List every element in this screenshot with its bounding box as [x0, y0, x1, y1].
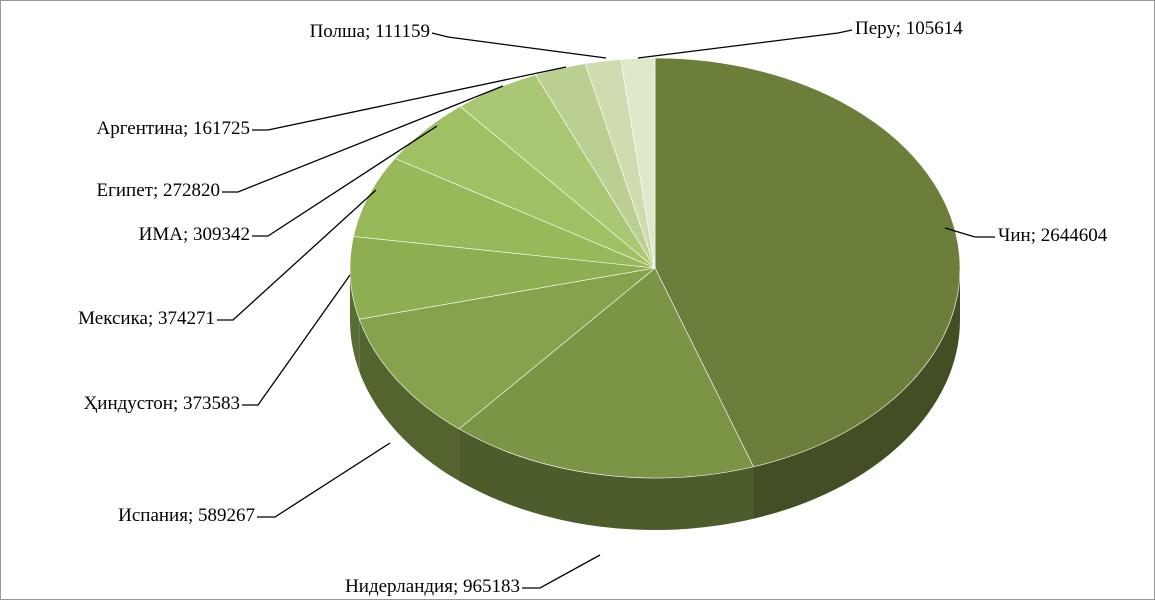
label-category: Аргентина — [97, 118, 184, 139]
data-label: Аргентина; 161725 — [97, 118, 250, 139]
label-value: 589267 — [198, 505, 255, 526]
data-label: Чин; 2644604 — [998, 225, 1108, 246]
label-category: Испания — [118, 505, 188, 526]
label-separator: ; — [153, 180, 163, 201]
label-separator: ; — [188, 505, 198, 526]
label-separator: ; — [183, 224, 193, 245]
data-label: Перу; 105614 — [855, 18, 963, 39]
label-value: 111159 — [375, 21, 430, 42]
pie-side — [359, 319, 460, 481]
pie-slice — [349, 236, 656, 320]
label-separator: ; — [148, 308, 158, 329]
leader-line — [242, 274, 351, 406]
label-value: 374271 — [158, 308, 215, 329]
pie-slice — [458, 267, 754, 479]
label-value: 105614 — [906, 18, 964, 39]
leader-line — [257, 442, 391, 518]
label-category: ИМА — [139, 224, 184, 245]
pie-slice — [620, 57, 656, 269]
data-label: ИМА; 309342 — [139, 224, 250, 245]
leader-line — [637, 29, 853, 59]
data-label: Мексика; 374271 — [78, 308, 215, 329]
leader-line — [217, 189, 377, 321]
label-separator: ; — [365, 21, 375, 42]
data-label: Египет; 272820 — [96, 180, 220, 201]
label-category: Чин — [998, 225, 1031, 246]
data-label: Ҳиндустон; 373583 — [84, 393, 240, 414]
pie-slice — [654, 57, 961, 468]
data-label: Испания; 589267 — [118, 505, 255, 526]
label-value: 309342 — [193, 224, 250, 245]
label-category: Ҳиндустон — [84, 393, 173, 414]
label-category: Перу — [855, 18, 896, 39]
pie-slice — [358, 267, 657, 430]
leader-line — [222, 85, 504, 193]
label-category: Мексика — [78, 308, 148, 329]
label-value: 161725 — [193, 118, 250, 139]
pie-side — [753, 268, 960, 519]
label-category: Египет — [96, 180, 153, 201]
leader-line — [252, 66, 567, 131]
label-category: Нидерландия — [345, 576, 453, 597]
label-separator: ; — [183, 118, 193, 139]
leader-line — [944, 227, 995, 238]
label-value: 272820 — [163, 180, 220, 201]
label-separator: ; — [1031, 225, 1041, 246]
leader-line — [252, 125, 438, 237]
data-label: Нидерландия; 965183 — [345, 576, 520, 597]
label-separator: ; — [173, 393, 183, 414]
leader-line — [522, 554, 601, 589]
label-category: Полша — [310, 21, 366, 42]
pie-side — [459, 428, 754, 530]
label-separator: ; — [453, 576, 463, 597]
label-value: 373583 — [183, 393, 240, 414]
label-value: 965183 — [463, 576, 520, 597]
leader-line — [431, 32, 607, 59]
label-separator: ; — [896, 18, 906, 39]
label-value: 2644604 — [1041, 225, 1108, 246]
data-label: Полша; 111159 — [310, 21, 430, 42]
